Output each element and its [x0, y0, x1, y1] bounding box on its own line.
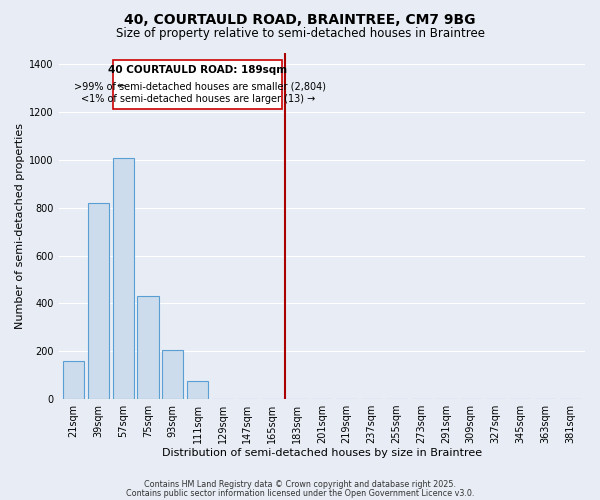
Text: Contains HM Land Registry data © Crown copyright and database right 2025.: Contains HM Land Registry data © Crown c…	[144, 480, 456, 489]
Bar	[163, 350, 184, 399]
Text: Contains public sector information licensed under the Open Government Licence v3: Contains public sector information licen…	[126, 488, 474, 498]
Bar	[113, 158, 134, 399]
Text: 40, COURTAULD ROAD, BRAINTREE, CM7 9BG: 40, COURTAULD ROAD, BRAINTREE, CM7 9BG	[124, 12, 476, 26]
Bar	[63, 360, 84, 399]
Bar	[137, 296, 158, 399]
Bar	[88, 203, 109, 399]
Text: ←: ←	[117, 82, 126, 92]
Text: <1% of semi-detached houses are larger (13) →: <1% of semi-detached houses are larger (…	[80, 94, 315, 104]
Text: Size of property relative to semi-detached houses in Braintree: Size of property relative to semi-detach…	[115, 27, 485, 40]
Text: >99% of semi-detached houses are smaller (2,804): >99% of semi-detached houses are smaller…	[74, 82, 326, 92]
Text: 40 COURTAULD ROAD: 189sqm: 40 COURTAULD ROAD: 189sqm	[108, 66, 287, 76]
X-axis label: Distribution of semi-detached houses by size in Braintree: Distribution of semi-detached houses by …	[162, 448, 482, 458]
Y-axis label: Number of semi-detached properties: Number of semi-detached properties	[15, 122, 25, 328]
Bar	[187, 381, 208, 399]
FancyBboxPatch shape	[113, 60, 282, 108]
